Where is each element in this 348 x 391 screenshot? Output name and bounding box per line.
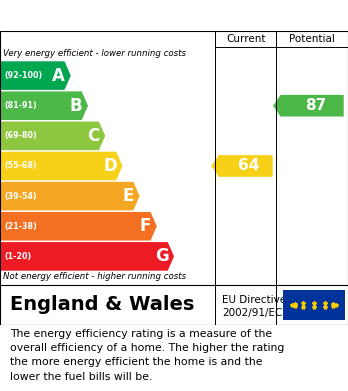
Text: (39-54): (39-54) (5, 192, 37, 201)
Polygon shape (1, 61, 71, 90)
Text: (1-20): (1-20) (5, 252, 32, 261)
Polygon shape (1, 91, 88, 120)
Text: C: C (87, 127, 100, 145)
Text: Energy Efficiency Rating: Energy Efficiency Rating (54, 7, 294, 25)
Polygon shape (1, 242, 174, 271)
Text: D: D (103, 157, 117, 175)
Text: England & Wales: England & Wales (10, 296, 195, 314)
Polygon shape (273, 95, 344, 117)
Text: F: F (140, 217, 151, 235)
Text: B: B (70, 97, 82, 115)
Text: (69-80): (69-80) (5, 131, 37, 140)
Polygon shape (211, 155, 272, 177)
Text: Current: Current (226, 34, 266, 44)
Text: (81-91): (81-91) (5, 101, 37, 110)
Text: A: A (52, 66, 65, 84)
Text: Not energy efficient - higher running costs: Not energy efficient - higher running co… (3, 273, 187, 282)
Polygon shape (1, 182, 140, 210)
Text: 87: 87 (305, 98, 326, 113)
Polygon shape (1, 152, 122, 180)
Text: (92-100): (92-100) (5, 71, 43, 80)
Text: G: G (155, 248, 168, 265)
Polygon shape (1, 122, 105, 150)
Text: EU Directive: EU Directive (222, 295, 286, 305)
Text: 2002/91/EC: 2002/91/EC (222, 308, 282, 318)
Polygon shape (1, 212, 157, 240)
Text: Potential: Potential (289, 34, 335, 44)
Text: (21-38): (21-38) (5, 222, 37, 231)
Text: E: E (122, 187, 134, 205)
Bar (283, 290, 345, 320)
Text: 64: 64 (238, 158, 259, 174)
Text: Very energy efficient - lower running costs: Very energy efficient - lower running co… (3, 48, 187, 57)
Text: (55-68): (55-68) (5, 161, 37, 170)
Text: The energy efficiency rating is a measure of the
overall efficiency of a home. T: The energy efficiency rating is a measur… (10, 328, 285, 382)
